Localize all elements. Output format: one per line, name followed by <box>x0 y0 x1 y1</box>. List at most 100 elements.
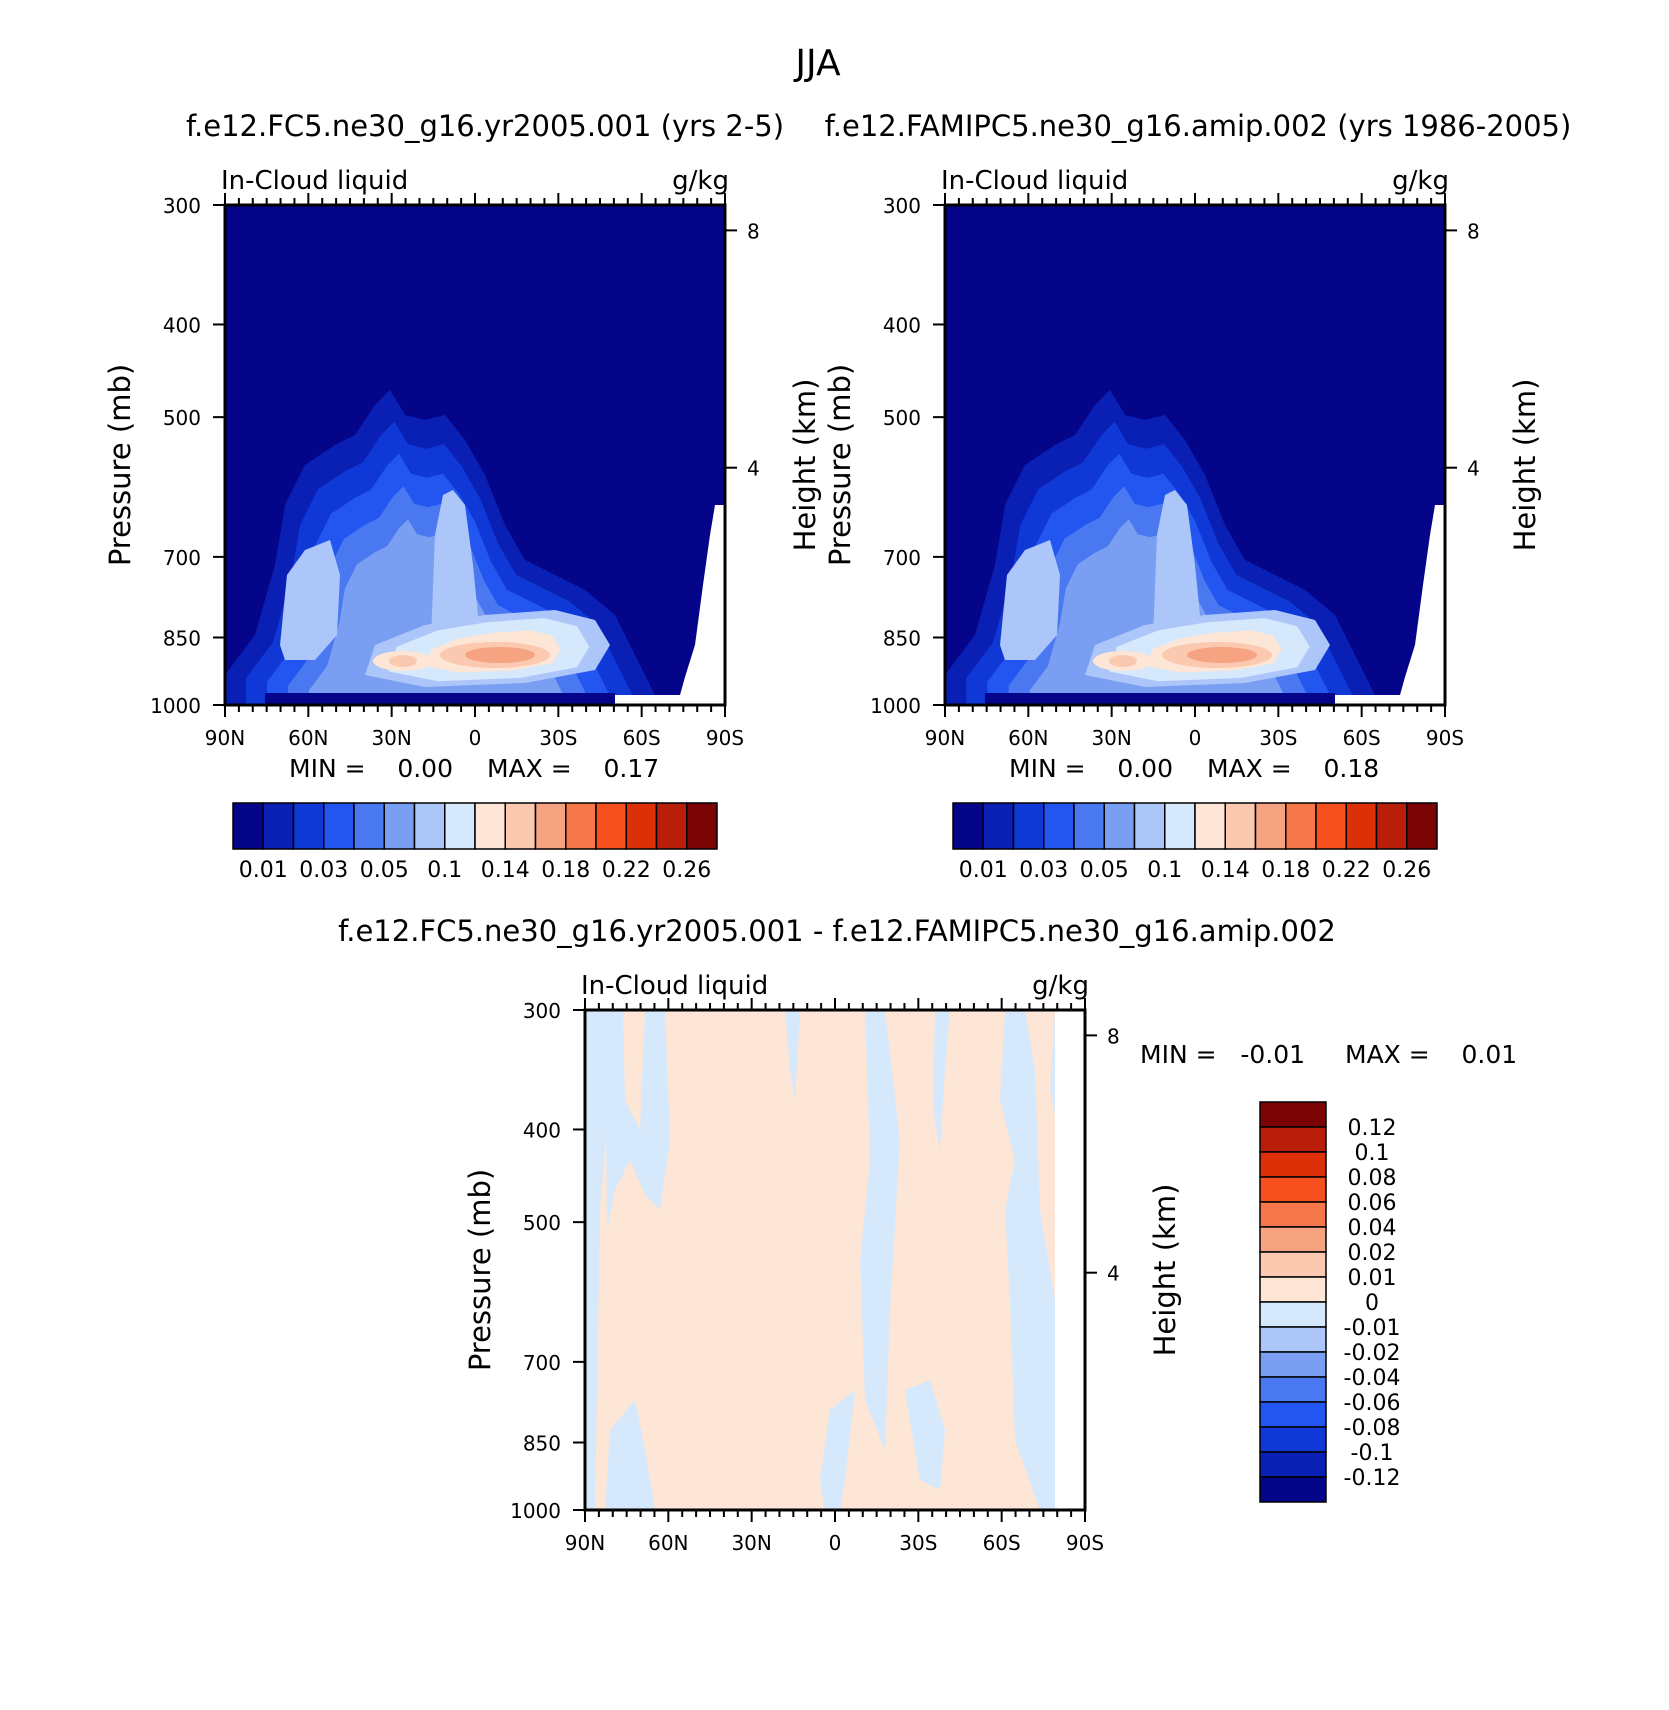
lat-tick-label: 0 <box>469 726 482 750</box>
colorbar-label: 0.12 <box>1348 1116 1397 1141</box>
y2-axis-label: Height (km) <box>1508 379 1542 552</box>
surface-strip <box>265 693 615 705</box>
pressure-tick-label: 850 <box>883 627 921 651</box>
pressure-tick-label: 300 <box>523 999 561 1023</box>
lat-tick-label: 60S <box>623 726 661 750</box>
panel2: In-Cloud liquid g/kg 300 400 500 700 850 1000… <box>823 166 1542 883</box>
surface-strip <box>985 693 1335 705</box>
colorbar-swatch <box>686 802 718 850</box>
lat-tick-label: 90S <box>706 726 744 750</box>
panel3-title: f.e12.FC5.ne30_g16.yr2005.001 - f.e12.FA… <box>338 914 1336 948</box>
panel1-min: MIN = 0.00 <box>289 754 453 783</box>
colorbar-swatch <box>1224 802 1257 850</box>
diff-contour <box>820 1390 855 1510</box>
lat-tick-label: 90N <box>565 1531 605 1555</box>
panel1-max: MAX = 0.17 <box>487 754 659 783</box>
panel1: In-Cloud liquid g/kg 300 400 500 700 850 1000… <box>103 166 822 883</box>
colorbar-swatch <box>413 802 446 850</box>
lat-tick-label: 0 <box>1189 726 1202 750</box>
y-axis-label: Pressure (mb) <box>823 364 857 566</box>
colorbar-swatch <box>625 802 658 850</box>
panel1-contour-field <box>225 205 725 705</box>
y-axis-label: Pressure (mb) <box>103 364 137 566</box>
colorbar-swatch <box>323 802 355 850</box>
diff-contour <box>605 1010 670 1230</box>
colorbar-label: 0.05 <box>360 858 409 883</box>
colorbar-swatch <box>504 802 537 850</box>
lat-tick-label: 90N <box>925 726 965 750</box>
diff-contour <box>860 1010 900 1450</box>
colorbar-swatch <box>1259 1226 1327 1253</box>
colorbar-swatch <box>1043 802 1075 850</box>
panel2-units-label: g/kg <box>1392 166 1449 196</box>
colorbar-swatch <box>1315 802 1347 850</box>
colorbar-swatch <box>1259 1201 1327 1228</box>
panel1-axes: 300 400 500 700 850 1000 8 4 90N 60N 30N 0 30S 60S 90S… <box>103 193 822 750</box>
colorbar-swatch <box>1194 802 1226 850</box>
below-ground-mask <box>1335 505 1445 705</box>
colorbar-swatch <box>353 802 385 850</box>
colorbar-label: 0.22 <box>1322 858 1371 883</box>
pressure-tick-label: 400 <box>883 313 921 337</box>
panel2-max: MAX = 0.18 <box>1207 754 1379 783</box>
colorbar-swatch <box>292 802 325 850</box>
contour-level <box>1109 655 1137 667</box>
height-tick-label: 4 <box>1467 457 1480 481</box>
pressure-tick-label: 1000 <box>150 694 201 718</box>
colorbar-label: -0.06 <box>1344 1391 1401 1416</box>
colorbar-label: 0.06 <box>1348 1191 1397 1216</box>
pressure-tick-label: 400 <box>523 1118 561 1142</box>
pressure-tick-label: 700 <box>883 546 921 570</box>
colorbar-swatch <box>1259 1401 1327 1428</box>
pressure-tick-label: 700 <box>523 1351 561 1375</box>
colorbar-swatch <box>655 802 688 850</box>
colorbar-swatch <box>1285 802 1317 850</box>
panel3-units-label: g/kg <box>1032 971 1089 1001</box>
colorbar-swatch <box>1259 1451 1327 1478</box>
colorbar-label: 0.02 <box>1348 1241 1397 1266</box>
colorbar-label: 0.05 <box>1080 858 1129 883</box>
colorbar-label: 0.01 <box>959 858 1008 883</box>
colorbar-swatch <box>1259 1251 1327 1278</box>
diff-contour <box>785 1010 800 1100</box>
pressure-tick-label: 1000 <box>510 1499 561 1523</box>
height-tick-label: 4 <box>1107 1262 1120 1286</box>
panel3-max: MAX = 0.01 <box>1345 1040 1517 1069</box>
contour-level <box>389 655 417 667</box>
colorbar-swatch <box>1254 802 1287 850</box>
colorbar-label: 0.18 <box>541 858 590 883</box>
colorbar-label: 0.04 <box>1348 1216 1397 1241</box>
lat-tick-label: 60S <box>983 1531 1021 1555</box>
colorbar-label: 0.03 <box>299 858 348 883</box>
colorbar-swatch <box>1259 1101 1327 1128</box>
colorbar-label: 0.22 <box>602 858 651 883</box>
colorbar-label: 0.1 <box>1147 858 1182 883</box>
colorbar-swatch <box>1259 1351 1327 1378</box>
panel2-colorbar: 0.01 0.03 0.05 0.1 0.14 0.18 0.22 0.26 <box>952 802 1438 883</box>
diff-contour <box>933 1010 950 1150</box>
lat-tick-label: 60N <box>288 726 328 750</box>
contour-level <box>1187 647 1257 663</box>
colorbar-swatch <box>1406 802 1438 850</box>
colorbar-swatch <box>1164 802 1196 850</box>
panel1-colorbar: 0.01 0.03 0.05 0.1 0.14 0.18 0.22 0.26 <box>232 802 718 883</box>
colorbar-swatch <box>1259 1376 1327 1403</box>
below-ground-mask <box>615 505 725 705</box>
panel3: In-Cloud liquid g/kg 3004005007008501000… <box>463 971 1517 1555</box>
colorbar-swatch <box>982 802 1015 850</box>
lat-tick-label: 30N <box>371 726 411 750</box>
lat-tick-label: 60N <box>648 1531 688 1555</box>
height-tick-label: 8 <box>747 219 760 243</box>
panel2-min: MIN = 0.00 <box>1009 754 1173 783</box>
lat-tick-label: 30S <box>539 726 577 750</box>
panel1-title: f.e12.FC5.ne30_g16.yr2005.001 (yrs 2-5) <box>186 109 784 143</box>
y-axis-label: Pressure (mb) <box>463 1169 497 1371</box>
pressure-tick-label: 500 <box>163 406 201 430</box>
colorbar-swatch <box>952 802 984 850</box>
colorbar-label: 0.26 <box>1382 858 1431 883</box>
colorbar-swatch <box>1259 1326 1327 1353</box>
panel2-axes: 300 400 500 700 850 1000 8 4 90N 60N 30N 0 30S 60S 90S… <box>823 193 1542 750</box>
panel3-colorbar: 0.120.10.080.060.040.020.010-0.01-0.02-0… <box>1259 1101 1401 1503</box>
colorbar-label: -0.04 <box>1344 1366 1401 1391</box>
contour-level <box>280 540 340 660</box>
